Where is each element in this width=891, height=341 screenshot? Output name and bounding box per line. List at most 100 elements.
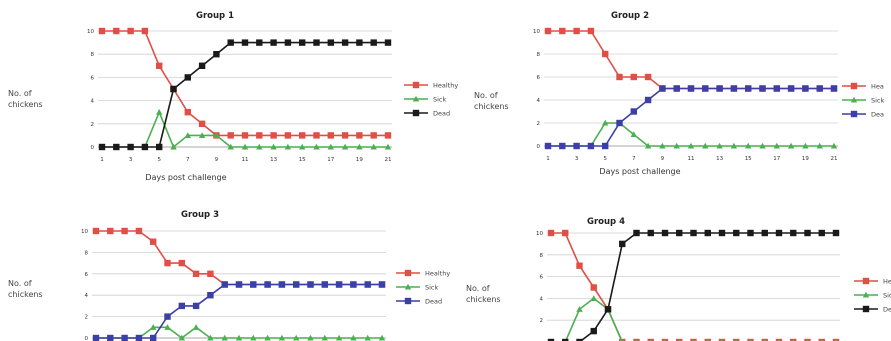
- data-point: [307, 334, 314, 341]
- data-point: [164, 259, 171, 267]
- legend-marker: [404, 297, 412, 305]
- legend-entry: Dea: [842, 111, 884, 119]
- data-point: [706, 338, 709, 341]
- data-point: [587, 27, 595, 35]
- data-point: [663, 338, 667, 341]
- data-point: [278, 334, 286, 341]
- data-point: [213, 51, 220, 58]
- data-point: [735, 338, 738, 341]
- data-point: [830, 142, 838, 149]
- legend-marker: [404, 283, 412, 290]
- data-point: [590, 327, 597, 335]
- data-point: [804, 229, 811, 237]
- legend-entry: Sic: [854, 292, 891, 300]
- data-point: [356, 143, 363, 150]
- data-point: [602, 142, 609, 150]
- data-point: [384, 132, 392, 139]
- y-axis-label: chickens: [466, 295, 501, 304]
- chart-panel-4: 2 4 6 8 10 Group 4 No. of chickens He Sic De: [466, 217, 891, 341]
- data-point: [178, 259, 185, 267]
- data-point: [113, 143, 120, 151]
- legend-label: Hea: [871, 83, 884, 91]
- data-point: [350, 334, 357, 341]
- x-tick-label: 3: [129, 157, 133, 163]
- chart-title: Group 2: [611, 11, 649, 21]
- legend-entry: He: [854, 278, 891, 286]
- data-point: [192, 324, 200, 330]
- data-point: [178, 302, 185, 310]
- data-point: [299, 132, 306, 139]
- data-point: [384, 39, 392, 46]
- data-point: [370, 143, 377, 150]
- data-point: [141, 143, 149, 151]
- x-tick-label: 19: [356, 157, 363, 163]
- data-point: [256, 132, 263, 139]
- data-point: [559, 142, 566, 150]
- data-point: [630, 73, 637, 81]
- legend-entry: Dead: [396, 298, 442, 306]
- x-tick-label: 13: [716, 156, 723, 162]
- series-he: [547, 229, 840, 341]
- y-tick-label: 4: [91, 99, 95, 105]
- x-tick-label: 17: [773, 156, 780, 162]
- data-point: [716, 142, 723, 149]
- data-point: [235, 334, 243, 341]
- data-point: [107, 227, 114, 235]
- data-point: [773, 85, 780, 92]
- data-point: [573, 142, 580, 150]
- data-point: [256, 143, 263, 150]
- data-point: [576, 338, 583, 341]
- data-point: [704, 229, 711, 237]
- data-point: [619, 240, 626, 248]
- y-tick-label: 0: [537, 144, 541, 150]
- series-hea: [544, 27, 838, 92]
- data-point: [661, 229, 669, 237]
- data-point: [241, 143, 249, 150]
- data-point: [198, 120, 206, 127]
- y-tick-label: 2: [537, 121, 541, 127]
- data-point: [773, 142, 780, 149]
- data-point: [221, 281, 228, 288]
- x-tick-label: 11: [688, 156, 695, 162]
- data-point: [590, 295, 597, 301]
- x-tick-label: 15: [745, 156, 752, 162]
- y-axis-label: No. of: [8, 89, 32, 98]
- data-point: [299, 143, 306, 150]
- data-point: [327, 132, 334, 139]
- data-point: [192, 302, 200, 310]
- data-point: [250, 281, 257, 288]
- data-point: [733, 229, 740, 237]
- data-point: [198, 62, 206, 69]
- data-point: [378, 281, 386, 288]
- data-point: [235, 281, 243, 288]
- data-point: [256, 39, 263, 46]
- data-point: [676, 229, 683, 237]
- series-line: [102, 30, 388, 137]
- data-point: [227, 39, 234, 46]
- series-line: [102, 41, 388, 148]
- data-point: [350, 281, 357, 288]
- data-point: [270, 39, 277, 46]
- legend-marker: [850, 110, 858, 118]
- y-tick-label: 2: [85, 315, 89, 321]
- data-point: [818, 229, 825, 237]
- data-point: [270, 132, 277, 139]
- data-point: [790, 229, 797, 237]
- series-dea: [544, 85, 838, 150]
- legend-label: Sick: [425, 284, 439, 292]
- legend-entry: Dead: [404, 110, 450, 118]
- data-point: [573, 27, 580, 35]
- data-point: [227, 132, 234, 139]
- data-point: [702, 85, 709, 92]
- data-point: [716, 85, 723, 92]
- data-point: [562, 338, 569, 341]
- data-point: [270, 143, 277, 150]
- data-point: [213, 132, 220, 138]
- x-tick-label: 19: [802, 156, 809, 162]
- data-point: [702, 142, 709, 149]
- legend-entry: Sick: [396, 284, 439, 292]
- data-point: [616, 119, 623, 127]
- data-point: [207, 292, 214, 299]
- data-point: [544, 142, 552, 150]
